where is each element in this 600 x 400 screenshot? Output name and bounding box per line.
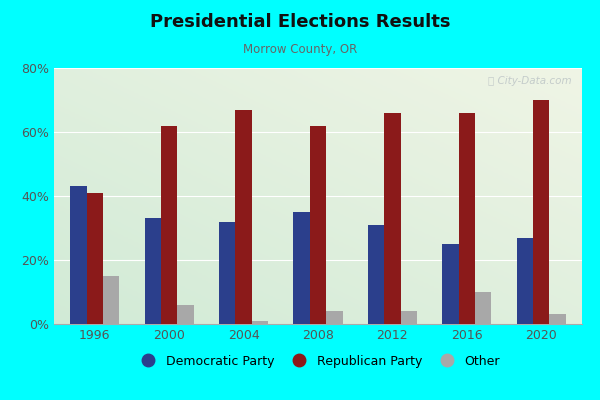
Legend: Democratic Party, Republican Party, Other: Democratic Party, Republican Party, Othe… bbox=[132, 351, 504, 372]
Bar bbox=[384, 113, 401, 324]
Bar bbox=[145, 218, 161, 324]
Bar bbox=[442, 244, 458, 324]
Bar bbox=[252, 321, 268, 324]
Bar bbox=[235, 110, 252, 324]
Bar bbox=[458, 113, 475, 324]
Bar bbox=[310, 126, 326, 324]
Text: ⓘ City-Data.com: ⓘ City-Data.com bbox=[488, 76, 571, 86]
Bar bbox=[161, 126, 178, 324]
Bar bbox=[401, 311, 417, 324]
Bar bbox=[549, 314, 566, 324]
Bar bbox=[70, 186, 87, 324]
Text: Morrow County, OR: Morrow County, OR bbox=[243, 44, 357, 56]
Text: Presidential Elections Results: Presidential Elections Results bbox=[150, 13, 450, 31]
Bar bbox=[87, 193, 103, 324]
Bar bbox=[475, 292, 491, 324]
Bar bbox=[293, 212, 310, 324]
Bar bbox=[533, 100, 549, 324]
Bar bbox=[178, 305, 194, 324]
Bar bbox=[326, 311, 343, 324]
Bar bbox=[517, 238, 533, 324]
Bar bbox=[103, 276, 119, 324]
Bar bbox=[219, 222, 235, 324]
Bar bbox=[368, 225, 384, 324]
